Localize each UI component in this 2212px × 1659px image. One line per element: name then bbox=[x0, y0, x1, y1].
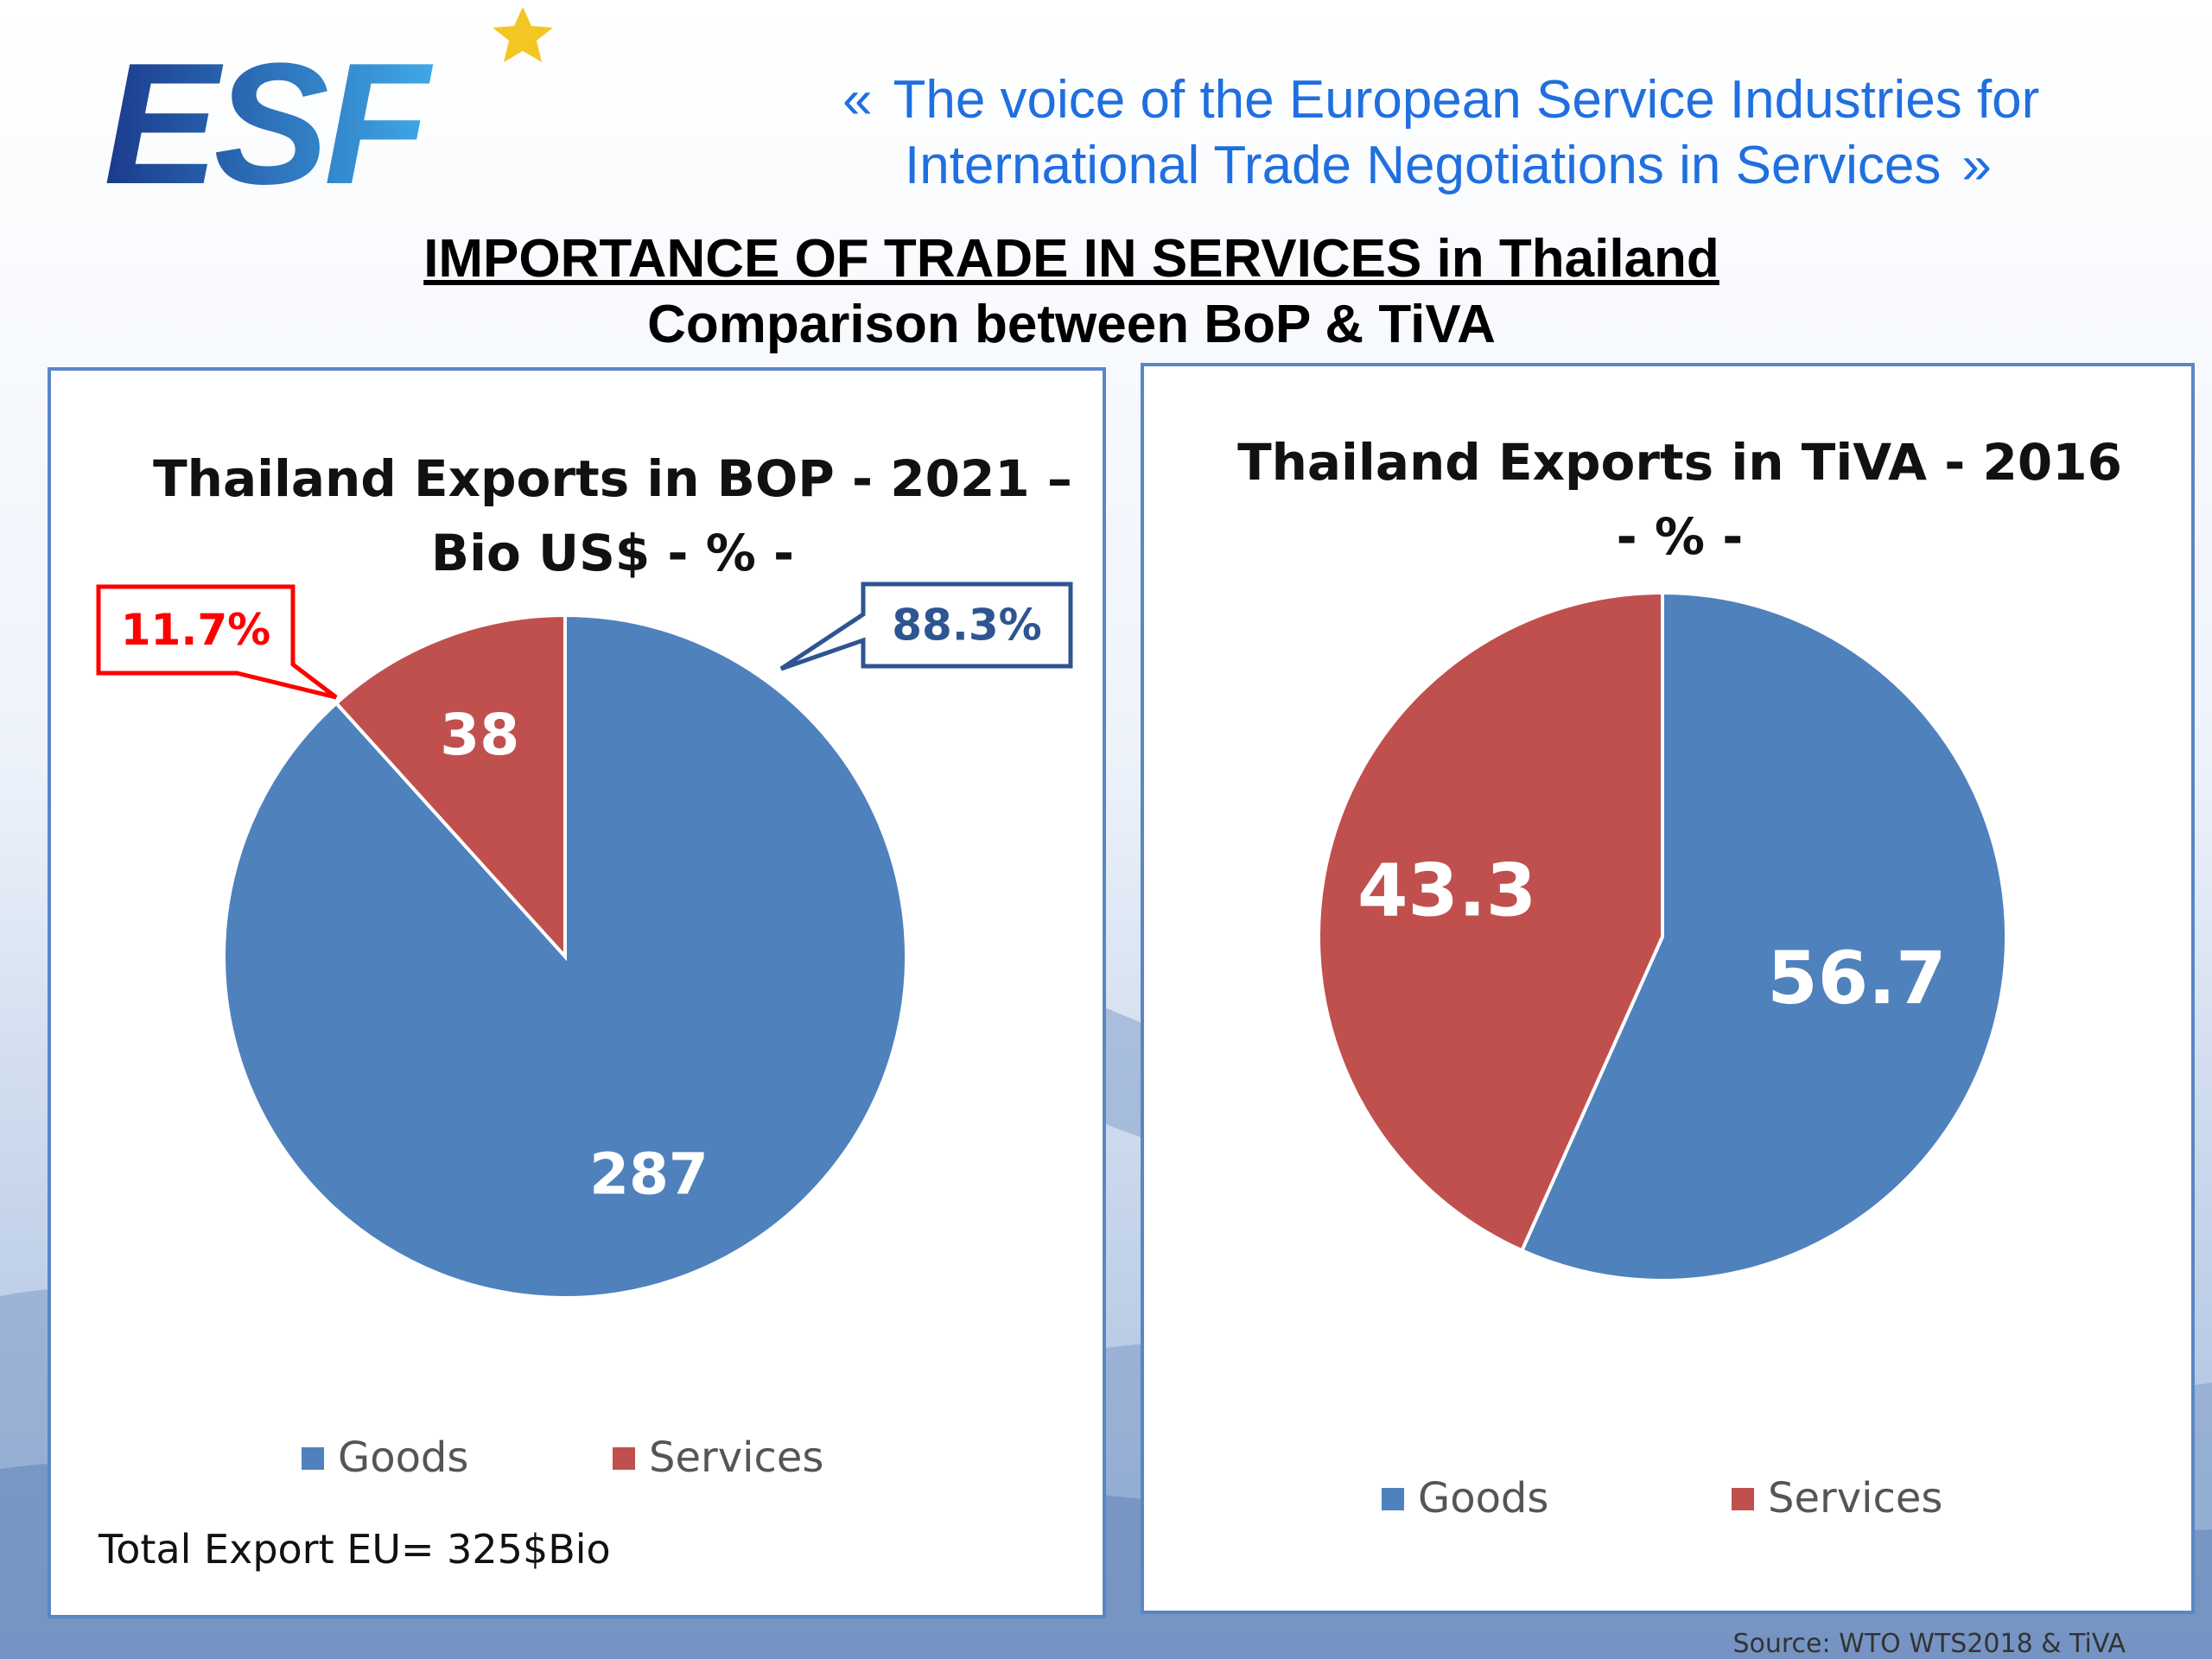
tagline-line-2: International Trade Negotiations in Serv… bbox=[842, 133, 2121, 199]
tagline-text-2: International Trade Negotiations in Serv… bbox=[905, 136, 1942, 195]
star-icon bbox=[493, 7, 553, 62]
tiva-slice-goods bbox=[1519, 590, 2009, 1282]
tiva-legend-services: Services bbox=[1732, 1474, 1942, 1522]
esf-logo: ESF bbox=[95, 0, 562, 220]
bop-chart-title-line-1: Thailand Exports in BOP - 2021 – bbox=[153, 449, 1072, 508]
tiva-chart-title: Thailand Exports in TiVA - 2016 - % - bbox=[1144, 425, 2212, 574]
tiva-chart-panel: Thailand Exports in TiVA - 2016 - % - 56… bbox=[1141, 363, 2195, 1614]
services-callout-box bbox=[96, 584, 338, 700]
total-export-note: Total Export EU= 325$Bio bbox=[99, 1526, 611, 1573]
bop-legend-goods: Goods bbox=[302, 1433, 468, 1482]
legend-label-services: Services bbox=[1768, 1474, 1943, 1522]
legend-label-services: Services bbox=[649, 1433, 824, 1482]
tiva-chart-title-line-1: Thailand Exports in TiVA - 2016 bbox=[1237, 433, 2122, 492]
tiva-legend-goods: Goods bbox=[1382, 1474, 1548, 1522]
bop-slice-services bbox=[334, 613, 567, 962]
tiva-data-label-goods: 56.7 bbox=[1767, 936, 1946, 1020]
slide-title: IMPORTANCE OF TRADE IN SERVICES in Thail… bbox=[0, 226, 2143, 358]
tagline: « The voice of the European Service Indus… bbox=[842, 67, 2121, 199]
bop-pie-chart: 287 38 11.7% 88.3% bbox=[96, 582, 1073, 1300]
legend-swatch-goods bbox=[302, 1447, 324, 1470]
services-callout-label: 11.7% bbox=[121, 605, 270, 655]
bop-legend-services: Services bbox=[613, 1433, 823, 1482]
tiva-data-label-services: 43.3 bbox=[1357, 849, 1536, 933]
source-note: Source: WTO WTS2018 & TiVA bbox=[1732, 1629, 2126, 1659]
tiva-slice-services bbox=[1317, 590, 1664, 1253]
tiva-chart-title-line-2: - % - bbox=[1616, 507, 1744, 566]
bop-legend: Goods Services bbox=[51, 1433, 1103, 1494]
bop-data-label-goods: 287 bbox=[589, 1141, 709, 1207]
slide-title-main: IMPORTANCE OF TRADE IN SERVICES in Thail… bbox=[423, 229, 1719, 289]
legend-swatch-goods bbox=[1382, 1488, 1404, 1510]
close-quote: » bbox=[1961, 136, 1992, 195]
tiva-legend: Goods Services bbox=[1144, 1474, 2191, 1535]
open-quote: « bbox=[842, 70, 873, 130]
tiva-pie-chart: 56.7 43.3 bbox=[1317, 590, 2009, 1282]
bop-chart-title: Thailand Exports in BOP - 2021 – Bio US$… bbox=[51, 442, 1174, 590]
goods-callout-box bbox=[779, 582, 1073, 671]
goods-callout-label: 88.3% bbox=[892, 601, 1041, 651]
legend-label-goods: Goods bbox=[338, 1433, 469, 1482]
legend-label-goods: Goods bbox=[1418, 1474, 1549, 1522]
bop-chart-title-line-2: Bio US$ - % - bbox=[430, 524, 795, 582]
tagline-line-1: « The voice of the European Service Indus… bbox=[842, 67, 2121, 133]
tagline-text-1: The voice of the European Service Indust… bbox=[893, 70, 2040, 130]
bop-data-label-services: 38 bbox=[440, 702, 519, 768]
bop-chart-panel: Thailand Exports in BOP - 2021 – Bio US$… bbox=[48, 367, 1106, 1618]
slide-title-sub: Comparison between BoP & TiVA bbox=[647, 295, 1496, 354]
esf-logo-text: ESF bbox=[104, 28, 434, 207]
legend-swatch-services bbox=[613, 1447, 635, 1470]
legend-swatch-services bbox=[1732, 1488, 1754, 1510]
